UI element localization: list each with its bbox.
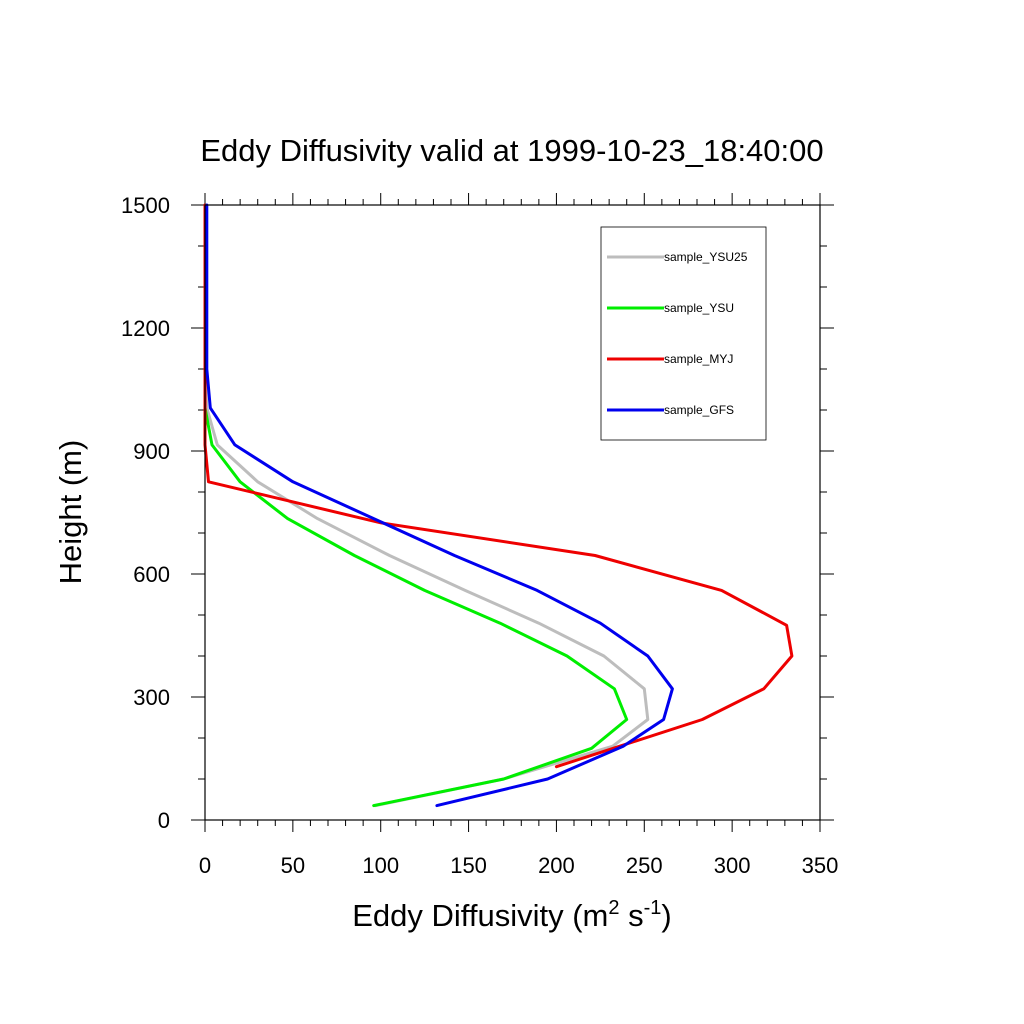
x-tick-label: 100 bbox=[362, 853, 399, 878]
x-tick-label: 50 bbox=[281, 853, 305, 878]
legend-label-sample_YSU: sample_YSU bbox=[664, 301, 734, 315]
x-axis-label-sup1: 2 bbox=[608, 897, 619, 919]
y-tick-label: 1200 bbox=[121, 316, 170, 341]
legend: sample_YSU25 sample_YSU sample_MYJ sample_G… bbox=[600, 226, 767, 441]
y-tick-label: 0 bbox=[158, 808, 170, 833]
y-tick-label: 600 bbox=[133, 562, 170, 587]
x-tick-label: 0 bbox=[199, 853, 211, 878]
x-axis-label-main: Eddy Diffusivity (m bbox=[352, 898, 608, 933]
x-axis-label-sup2: -1 bbox=[644, 897, 662, 919]
x-axis-label-end: ) bbox=[661, 898, 671, 933]
x-tick-label: 300 bbox=[714, 853, 751, 878]
series-line-sample_YSU bbox=[203, 203, 629, 808]
legend-box bbox=[600, 226, 767, 441]
x-axis-label: Eddy Diffusivity (m2 s-1) bbox=[352, 897, 671, 933]
plot-frame bbox=[204, 204, 821, 821]
y-tick-label: 900 bbox=[133, 439, 170, 464]
y-tick-label: 1500 bbox=[121, 193, 170, 218]
series-line-sample_GFS bbox=[205, 203, 674, 808]
y-axis-label: Height (m) bbox=[53, 440, 88, 585]
y-tick-label: 300 bbox=[133, 685, 170, 710]
axis-ticks: 0 50 100 150 200 250 300 350 0 300 600 900 1200 1500 bbox=[121, 193, 838, 878]
legend-label-sample_MYJ: sample_MYJ bbox=[664, 352, 733, 366]
legend-label-sample_GFS: sample_GFS bbox=[664, 403, 734, 417]
legend-label-sample_YSU25: sample_YSU25 bbox=[664, 250, 748, 264]
x-axis-label-mid: s bbox=[619, 898, 643, 933]
x-tick-label: 150 bbox=[450, 853, 487, 878]
x-tick-label: 200 bbox=[538, 853, 575, 878]
chart-title: Eddy Diffusivity valid at 1999-10-23_18:… bbox=[200, 133, 823, 168]
x-tick-label: 350 bbox=[802, 853, 839, 878]
x-tick-label: 250 bbox=[626, 853, 663, 878]
